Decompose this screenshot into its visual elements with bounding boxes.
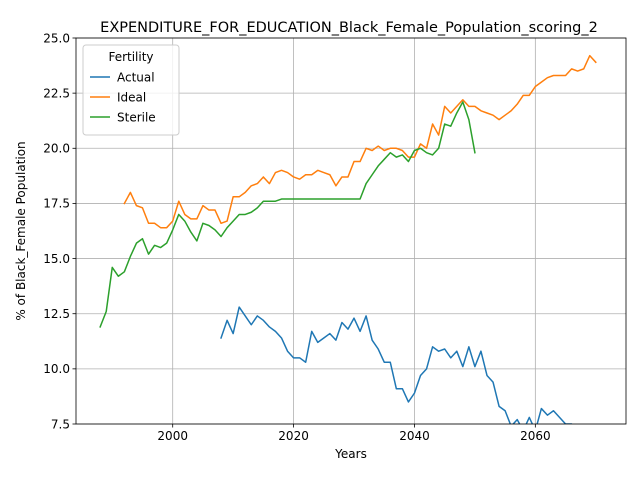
x-tick-label: 2000 — [157, 429, 188, 443]
x-tick-label: 2060 — [520, 429, 551, 443]
legend-label-sterile: Sterile — [117, 110, 156, 124]
ticks: 2000 2020 2040 2060 7.5 10.0 12.5 15.0 17.5 20.0 2… — [43, 31, 550, 443]
y-tick-label: 15.0 — [43, 252, 70, 266]
y-axis-title: % of Black_Female Population — [14, 141, 28, 320]
y-tick-label: 22.5 — [43, 86, 70, 100]
legend-title: Fertility — [108, 50, 153, 64]
grid — [76, 37, 626, 425]
y-tick-label: 10.0 — [43, 362, 70, 376]
x-axis-title: Years — [334, 447, 367, 461]
y-tick-label: 25.0 — [43, 31, 70, 45]
legend-items: Actual Ideal Sterile — [90, 70, 156, 124]
legend-label-actual: Actual — [117, 70, 155, 84]
legend-label-ideal: Ideal — [117, 90, 146, 104]
x-tick-label: 2020 — [278, 429, 309, 443]
plot-frame — [75, 37, 627, 425]
series-line-actual — [220, 306, 573, 424]
legend: Fertility Actual Ideal Sterile — [82, 44, 180, 136]
y-tick-label: 12.5 — [43, 307, 70, 321]
y-tick-label: 20.0 — [43, 142, 70, 156]
y-tick-label: 7.5 — [51, 417, 70, 431]
chart-title: EXPENDITURE_FOR_EDUCATION_Black_Female_P… — [100, 20, 598, 36]
series-line-sterile — [99, 101, 476, 328]
series-layer — [99, 54, 597, 424]
y-tick-label: 17.5 — [43, 197, 70, 211]
x-tick-label: 2040 — [399, 429, 430, 443]
legend-box — [82, 44, 180, 136]
series-line-ideal — [123, 54, 597, 229]
